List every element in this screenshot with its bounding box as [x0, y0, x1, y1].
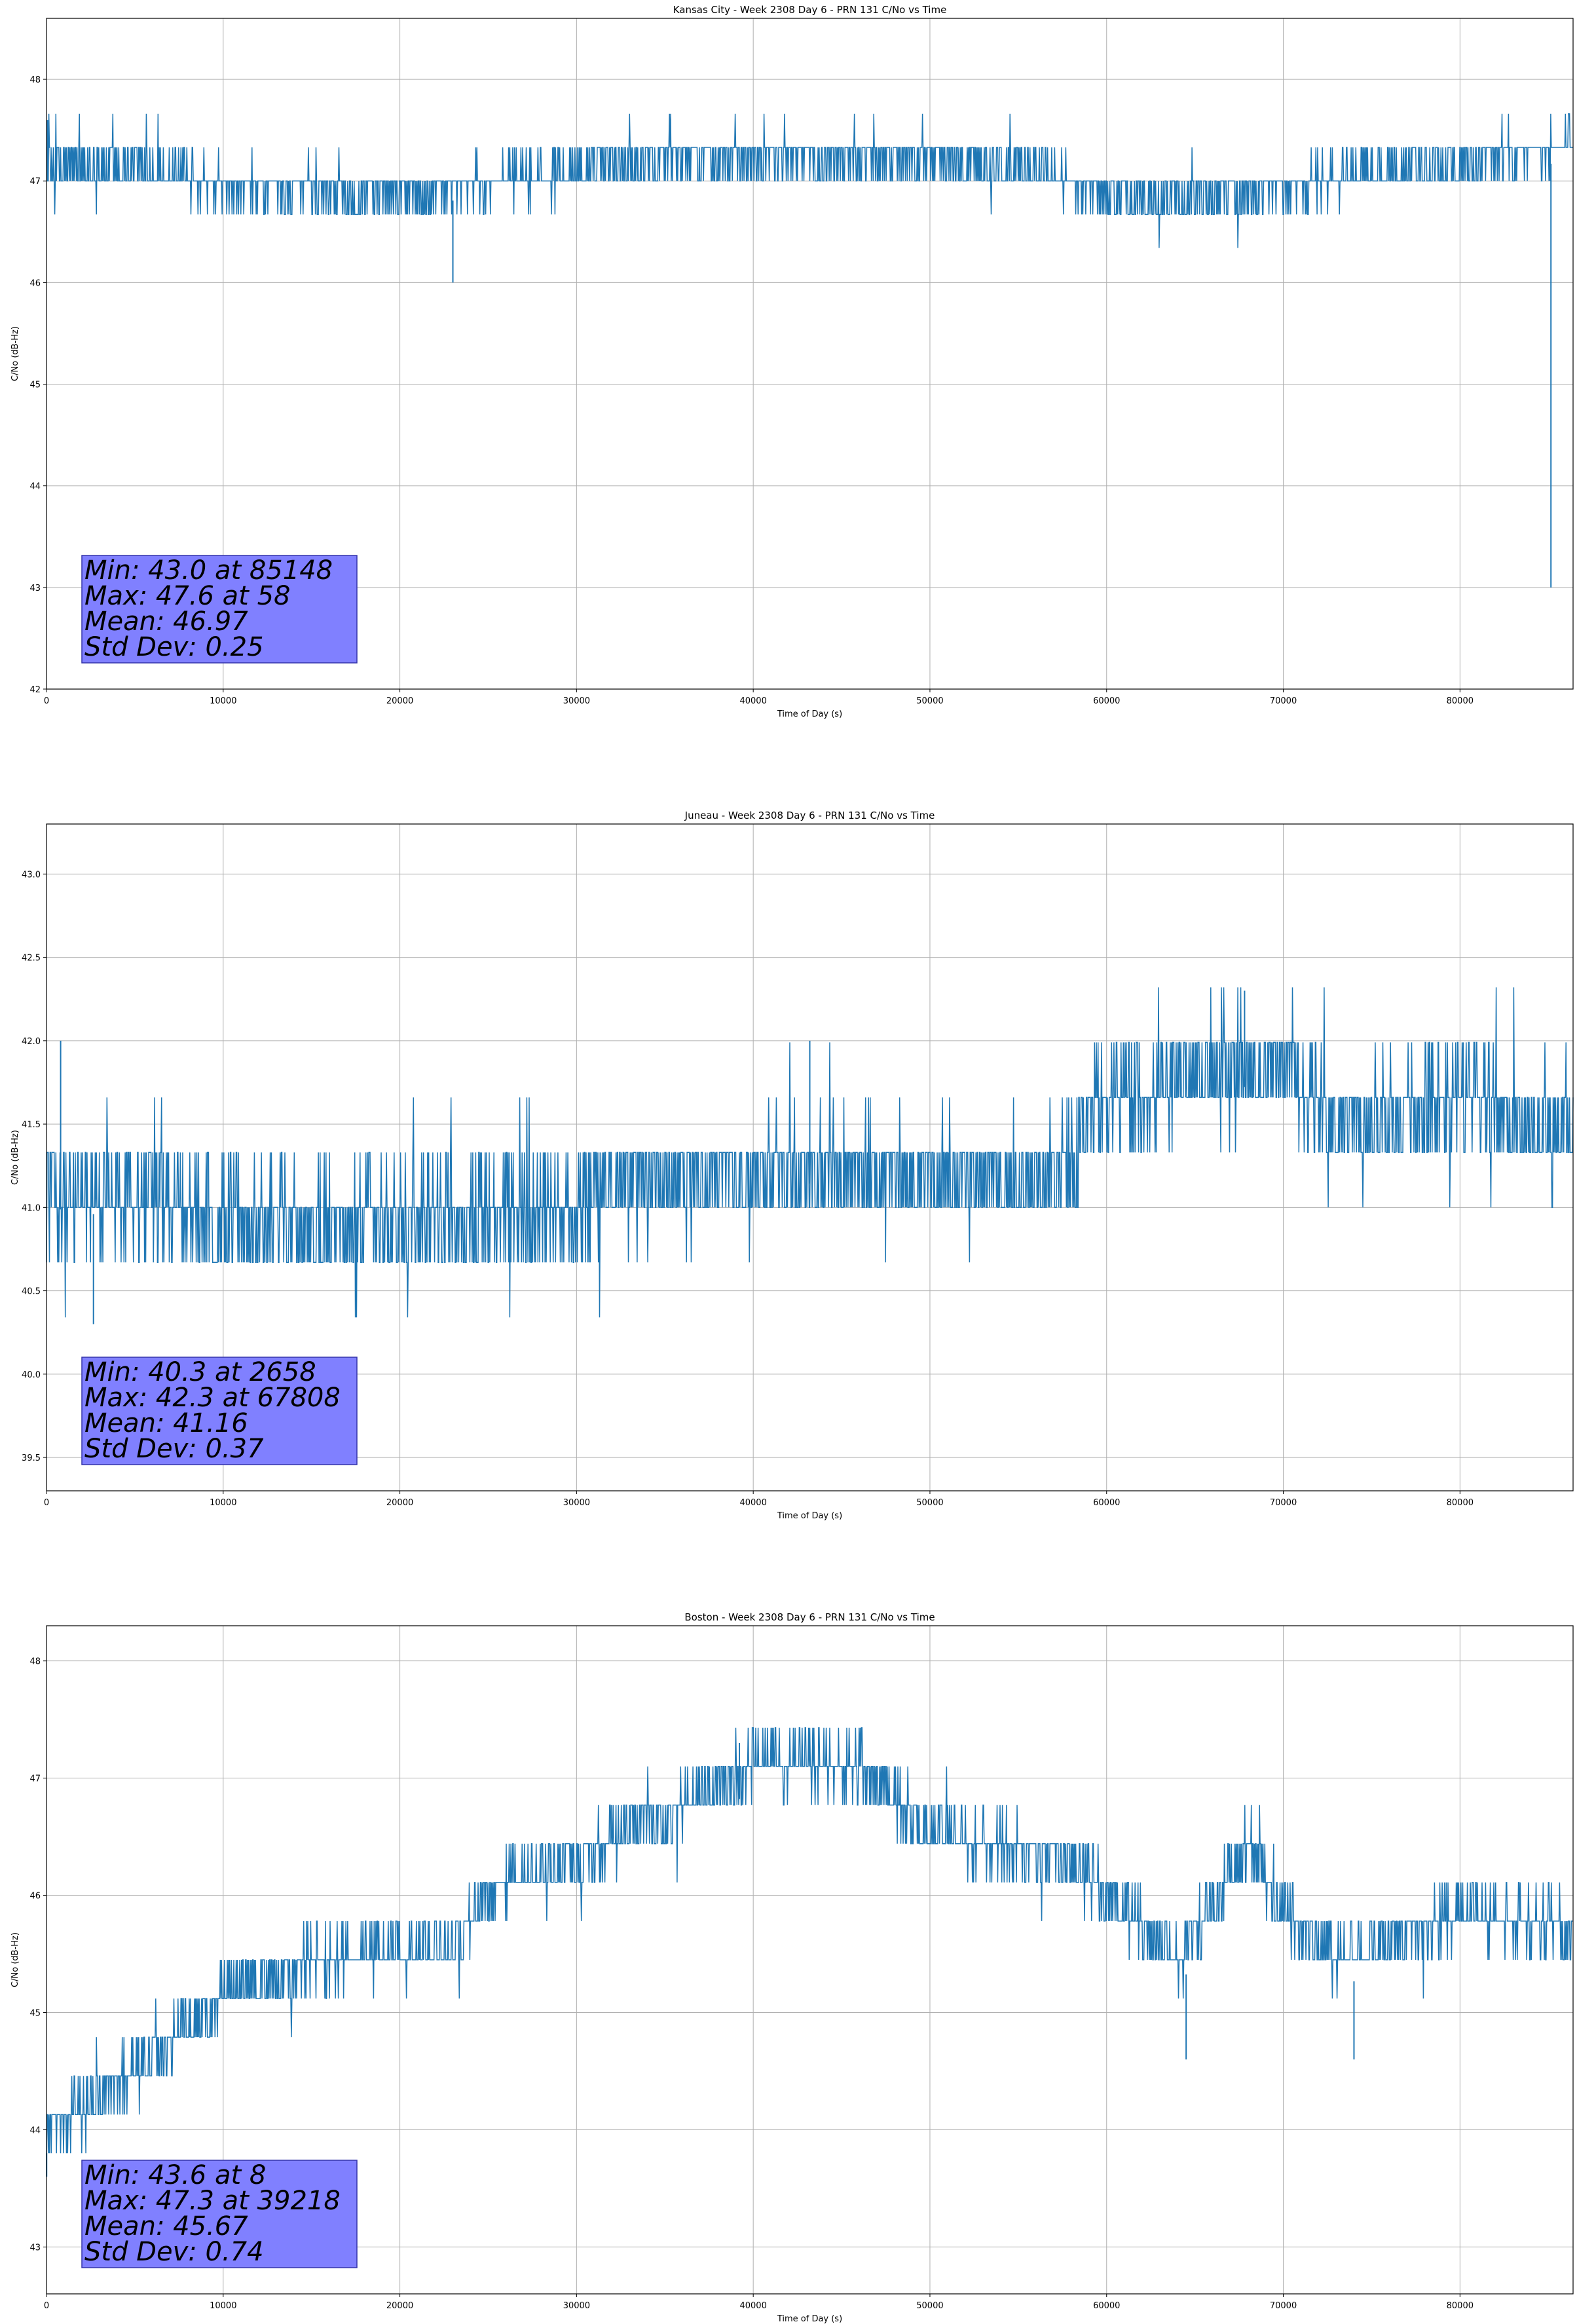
- x-tick-label: 70000: [1270, 696, 1297, 706]
- stats-line: Min: 40.3 at 2658: [84, 1357, 316, 1387]
- y-tick-label: 40.0: [22, 1370, 41, 1380]
- y-tick-label: 46: [29, 1892, 41, 1902]
- x-tick-label: 20000: [386, 696, 413, 706]
- y-tick-label: 47: [29, 1774, 41, 1784]
- plot-frame: [46, 18, 1574, 690]
- x-tick-label: 10000: [210, 1498, 236, 1508]
- y-tick-label: 43: [29, 2243, 41, 2253]
- stats-line: Mean: 41.16: [84, 1408, 248, 1438]
- y-tick-label: 43.0: [22, 870, 41, 880]
- stats-line: Max: 47.3 at 39218: [84, 2186, 341, 2216]
- y-axis-label: C/No (dB-Hz): [10, 1130, 20, 1185]
- chart-title: Boston - Week 2308 Day 6 - PRN 131 C/No …: [684, 1611, 935, 1623]
- y-tick-label: 45: [29, 381, 41, 390]
- y-axis-label: C/No (dB-Hz): [10, 326, 20, 381]
- x-axis-label: Time of Day (s): [777, 1511, 842, 1521]
- stats-line: Max: 47.6 at 58: [84, 581, 290, 611]
- subplot-2: 0 10000 20000 30000 40000 50000 60000 70000 8000…: [10, 810, 1574, 1521]
- x-tick-label: 80000: [1447, 696, 1474, 706]
- x-tick-label: 80000: [1447, 2301, 1474, 2311]
- x-tick-label: 30000: [563, 2301, 590, 2311]
- x-tick-label: 30000: [563, 696, 590, 706]
- x-tick-label: 60000: [1093, 696, 1120, 706]
- y-tick-label: 39.5: [22, 1453, 41, 1463]
- x-tick-label: 10000: [210, 2301, 236, 2311]
- x-tick-label: 40000: [739, 1498, 766, 1508]
- y-tick-label: 42.0: [22, 1037, 41, 1047]
- cno-series: [46, 113, 1573, 248]
- x-tick-label: 0: [44, 2301, 49, 2311]
- x-tick-label: 80000: [1447, 1498, 1474, 1508]
- y-tick-label: 40.5: [22, 1287, 41, 1297]
- stats-line: Min: 43.0 at 85148: [84, 555, 333, 586]
- stats-line: Min: 43.6 at 8: [84, 2160, 266, 2190]
- cno-series: [46, 987, 1574, 1318]
- y-tick-label: 43: [29, 584, 41, 593]
- x-tick-label: 50000: [916, 696, 943, 706]
- plot-frame: [46, 1625, 1574, 2295]
- x-tick-label: 60000: [1093, 1498, 1120, 1508]
- x-tick-label: 0: [44, 696, 49, 706]
- x-tick-label: 50000: [916, 2301, 943, 2311]
- x-tick-label: 40000: [739, 696, 766, 706]
- chart-title: Kansas City - Week 2308 Day 6 - PRN 131 …: [673, 4, 947, 16]
- stats-line: Std Dev: 0.25: [84, 632, 264, 662]
- y-tick-label: 42: [29, 685, 41, 695]
- x-tick-label: 20000: [386, 1498, 413, 1508]
- x-tick-label: 40000: [739, 2301, 766, 2311]
- cno-series: [46, 1727, 1573, 2154]
- stats-line: Max: 42.3 at 67808: [84, 1383, 341, 1413]
- plot-frame: [46, 823, 1574, 1491]
- x-tick-label: 0: [44, 1498, 49, 1508]
- x-axis-label: Time of Day (s): [777, 2314, 842, 2324]
- x-tick-label: 50000: [916, 1498, 943, 1508]
- x-tick-label: 60000: [1093, 2301, 1120, 2311]
- stats-box: [81, 2160, 358, 2268]
- y-tick-label: 41.0: [22, 1203, 41, 1213]
- stats-line: Std Dev: 0.74: [84, 2237, 264, 2267]
- x-tick-label: 70000: [1270, 1498, 1297, 1508]
- y-tick-label: 48: [29, 1657, 41, 1667]
- y-tick-label: 47: [29, 177, 41, 187]
- y-tick-label: 46: [29, 278, 41, 288]
- x-tick-label: 70000: [1270, 2301, 1297, 2311]
- y-tick-label: 44: [29, 2126, 41, 2135]
- stats-box: [81, 1357, 358, 1465]
- x-tick-label: 20000: [386, 2301, 413, 2311]
- stats-line: Mean: 45.67: [84, 2211, 248, 2241]
- y-axis-label: C/No (dB-Hz): [10, 1932, 20, 1987]
- y-tick-label: 41.5: [22, 1120, 41, 1130]
- y-tick-label: 44: [29, 482, 41, 492]
- x-axis-label: Time of Day (s): [777, 709, 842, 719]
- subplot-1: 0 10000 20000 30000 40000 50000 60000 70000 8000…: [10, 4, 1574, 719]
- stats-line: Std Dev: 0.37: [84, 1434, 264, 1464]
- x-tick-label: 10000: [210, 696, 236, 706]
- chart-title: Juneau - Week 2308 Day 6 - PRN 131 C/No …: [684, 810, 935, 821]
- subplot-3: 0 10000 20000 30000 40000 50000 60000 70000 8000…: [10, 1611, 1574, 2324]
- x-tick-label: 30000: [563, 1498, 590, 1508]
- stats-line: Mean: 46.97: [84, 607, 248, 637]
- stats-box: [81, 555, 358, 664]
- y-tick-label: 45: [29, 2009, 41, 2019]
- y-tick-label: 48: [29, 75, 41, 85]
- y-tick-label: 42.5: [22, 954, 41, 964]
